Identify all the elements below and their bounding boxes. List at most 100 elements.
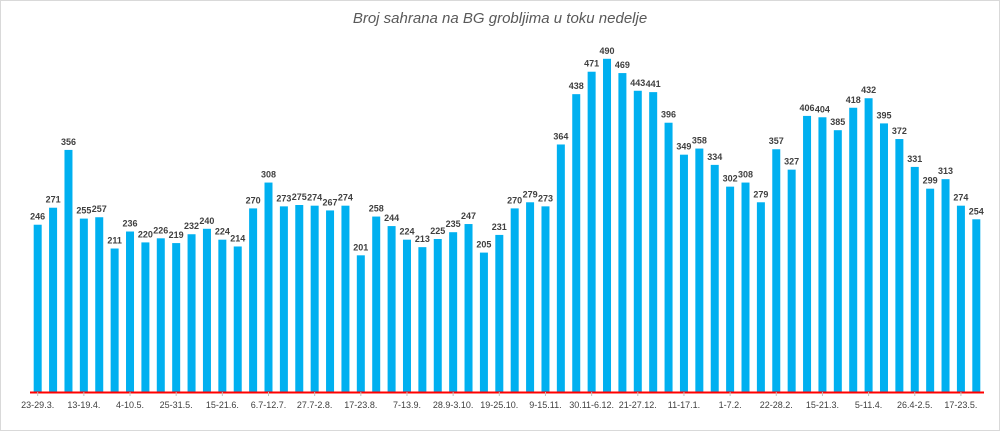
data-label: 267 [323, 197, 338, 207]
data-label: 247 [461, 211, 476, 221]
bar [79, 218, 88, 392]
data-label: 274 [953, 193, 968, 203]
x-tick-label: 21-27.12. [619, 400, 657, 410]
bar [295, 205, 304, 392]
bar [464, 224, 473, 392]
x-tick-label: 5-11.4. [855, 400, 882, 410]
bar [879, 123, 888, 393]
x-tick-label: 1-7.2. [719, 400, 742, 410]
bar [587, 71, 596, 392]
data-label: 201 [353, 242, 368, 252]
x-tick-label: 6.7-12.7. [251, 400, 287, 410]
bar [849, 107, 858, 392]
x-tick-label: 22-28.2. [760, 400, 793, 410]
bar [141, 242, 150, 392]
x-tick-label: 15-21.3. [806, 400, 839, 410]
data-label: 471 [584, 59, 599, 69]
bar [972, 219, 981, 392]
data-label: 214 [230, 233, 245, 243]
data-label: 205 [476, 240, 491, 250]
data-label: 331 [907, 154, 922, 164]
bar [33, 224, 42, 392]
bar [479, 252, 488, 392]
data-label: 349 [676, 142, 691, 152]
data-label: 358 [692, 136, 707, 146]
data-label: 240 [199, 216, 214, 226]
bar [495, 234, 504, 392]
data-label: 211 [107, 236, 122, 246]
bar [356, 255, 365, 392]
data-label: 246 [30, 212, 45, 222]
bar [510, 208, 519, 392]
bar [956, 205, 965, 392]
data-label: 308 [738, 170, 753, 180]
bar [402, 239, 411, 392]
bar [679, 154, 688, 392]
data-label: 334 [707, 152, 722, 162]
data-label: 270 [246, 195, 261, 205]
x-tick-label: 23-29.3. [21, 400, 54, 410]
data-label: 357 [769, 136, 784, 146]
data-label: 279 [753, 189, 768, 199]
bar [264, 182, 273, 392]
data-label: 279 [523, 189, 538, 199]
bar [187, 234, 196, 392]
data-label: 313 [938, 166, 953, 176]
bar [95, 217, 104, 392]
data-label: 270 [507, 195, 522, 205]
data-label: 327 [784, 157, 799, 167]
bar [326, 210, 335, 392]
data-label: 273 [276, 193, 291, 203]
data-label: 258 [369, 204, 384, 214]
data-label: 406 [800, 103, 815, 113]
bar [710, 164, 719, 392]
data-label: 308 [261, 170, 276, 180]
bar [726, 186, 735, 392]
data-label: 231 [492, 222, 507, 232]
bar [603, 58, 612, 393]
data-label: 438 [569, 81, 584, 91]
x-tick-label: 15-21.6. [206, 400, 239, 410]
data-label: 490 [600, 46, 615, 56]
data-label: 257 [92, 204, 107, 214]
data-label: 385 [830, 117, 845, 127]
bar [233, 246, 242, 392]
bar [541, 206, 550, 392]
data-label: 275 [292, 192, 307, 202]
bar [649, 92, 658, 393]
data-label: 220 [138, 229, 153, 239]
x-tick-label: 9-15.11. [529, 400, 561, 410]
data-label: 418 [846, 95, 861, 105]
x-tick-label: 17-23.5. [944, 400, 977, 410]
bar [249, 208, 258, 392]
data-label: 236 [123, 219, 138, 229]
bar [218, 239, 227, 392]
bar [279, 206, 288, 392]
x-tick-label: 25-31.5. [160, 400, 193, 410]
bar [341, 205, 350, 392]
data-label: 225 [430, 226, 445, 236]
bar [833, 130, 842, 392]
bar [926, 188, 935, 392]
bar [818, 117, 827, 392]
bar [64, 149, 73, 392]
x-tick-label: 28.9-3.10. [433, 400, 474, 410]
x-tick-label: 13-19.4. [67, 400, 100, 410]
data-label: 219 [169, 230, 184, 240]
bar [110, 248, 119, 392]
data-label: 364 [553, 131, 568, 141]
data-label: 441 [646, 79, 661, 89]
data-label: 224 [399, 227, 414, 237]
bar [156, 238, 165, 392]
data-label: 356 [61, 137, 76, 147]
x-tick-label: 17-23.8. [344, 400, 377, 410]
bar [618, 73, 627, 392]
x-tick-label: 30.11-6.12. [569, 400, 614, 410]
data-label: 224 [215, 227, 230, 237]
bar [126, 231, 135, 392]
bar [633, 90, 642, 392]
data-label: 395 [876, 110, 891, 120]
data-label: 254 [969, 206, 984, 216]
bar [310, 205, 319, 392]
